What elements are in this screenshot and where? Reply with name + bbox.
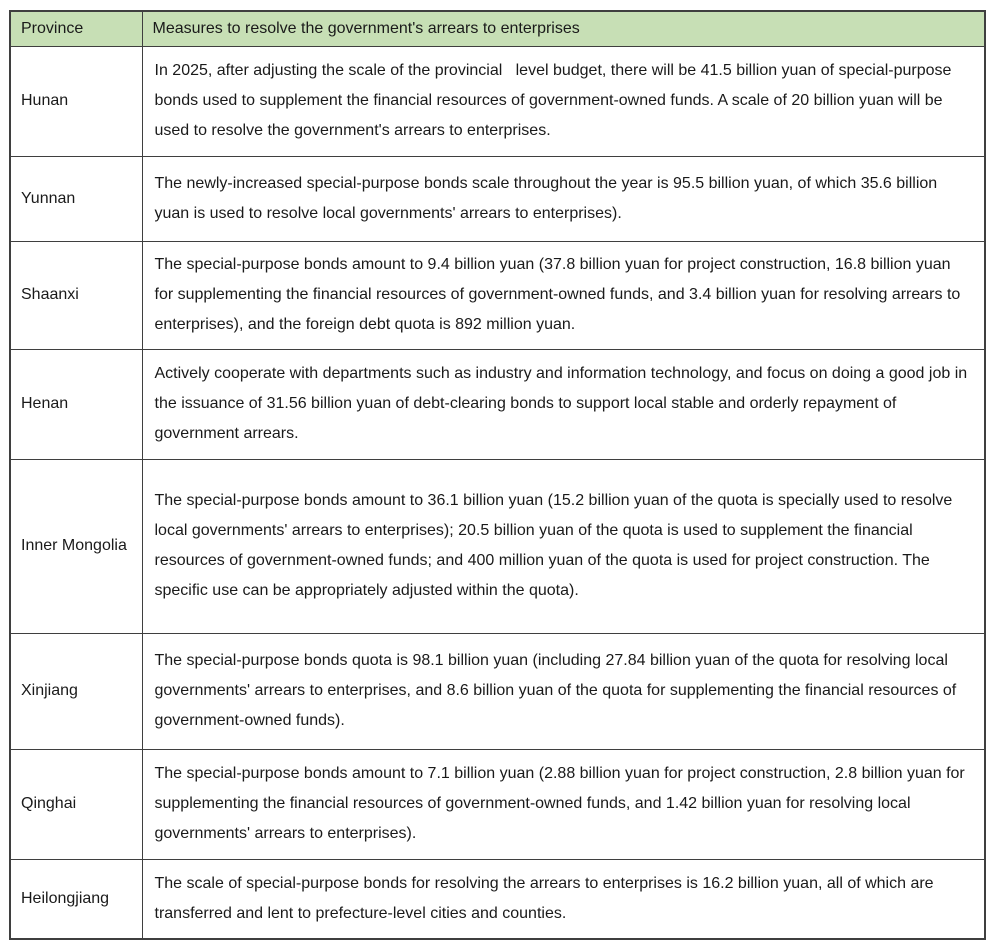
province-cell-xinjiang: Xinjiang (9, 632, 143, 750)
table-row: Yunnan The newly-increased special-purpo… (9, 155, 986, 242)
province-cell-henan: Henan (9, 348, 143, 460)
header-measures: Measures to resolve the government's arr… (141, 10, 986, 47)
table-row: Heilongjiang The scale of special-purpos… (9, 858, 986, 940)
province-cell-shaanxi: Shaanxi (9, 240, 143, 350)
measures-cell-henan: Actively cooperate with departments such… (141, 348, 986, 460)
table-row: Shaanxi The special-purpose bonds amount… (9, 240, 986, 350)
table-row: Inner Mongolia The special-purpose bonds… (9, 458, 986, 634)
table-row: Hunan In 2025, after adjusting the scale… (9, 45, 986, 157)
table-header: Province Measures to resolve the governm… (9, 10, 986, 47)
province-cell-hunan: Hunan (9, 45, 143, 157)
table-body: Hunan In 2025, after adjusting the scale… (9, 45, 986, 940)
header-province: Province (9, 10, 143, 47)
measures-cell-heilongjiang: The scale of special-purpose bonds for r… (141, 858, 986, 940)
header-row: Province Measures to resolve the governm… (9, 10, 986, 47)
measures-cell-xinjiang: The special-purpose bonds quota is 98.1 … (141, 632, 986, 750)
province-cell-heilongjiang: Heilongjiang (9, 858, 143, 940)
table-row: Henan Actively cooperate with department… (9, 348, 986, 460)
province-cell-qinghai: Qinghai (9, 748, 143, 860)
measures-cell-inner-mongolia: The special-purpose bonds amount to 36.1… (141, 458, 986, 634)
measures-cell-shaanxi: The special-purpose bonds amount to 9.4 … (141, 240, 986, 350)
table-row: Xinjiang The special-purpose bonds quota… (9, 632, 986, 750)
arrears-measures-table: Province Measures to resolve the governm… (9, 10, 986, 940)
province-cell-inner-mongolia: Inner Mongolia (9, 458, 143, 634)
measures-cell-qinghai: The special-purpose bonds amount to 7.1 … (141, 748, 986, 860)
table-row: Qinghai The special-purpose bonds amount… (9, 748, 986, 860)
measures-cell-yunnan: The newly-increased special-purpose bond… (141, 155, 986, 242)
province-cell-yunnan: Yunnan (9, 155, 143, 242)
measures-cell-hunan: In 2025, after adjusting the scale of th… (141, 45, 986, 157)
